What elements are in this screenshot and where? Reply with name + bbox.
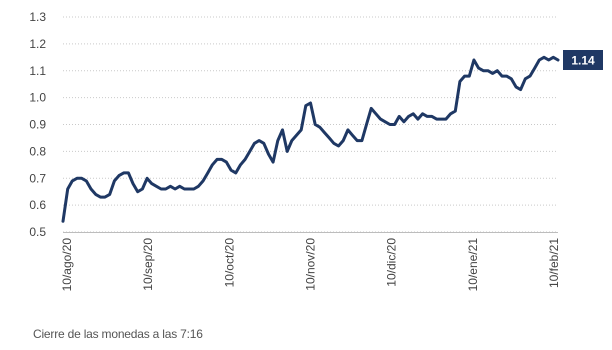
footnote: Cierre de las monedas a las 7:16 xyxy=(33,327,203,341)
y-axis: 0.5 0.6 0.7 0.8 0.9 1.0 1.1 1.2 1.3 xyxy=(29,10,46,239)
x-tick-label: 10/feb/21 xyxy=(547,238,561,288)
x-tick-label: 10/ago/20 xyxy=(60,238,74,292)
y-tick-label: 0.5 xyxy=(29,225,46,239)
y-tick-label: 0.7 xyxy=(29,171,46,185)
series xyxy=(61,55,560,223)
x-tick-label: 10/dic/20 xyxy=(385,238,399,287)
y-tick-label: 1.2 xyxy=(29,37,46,51)
y-tick-label: 1.0 xyxy=(29,91,46,105)
x-tick-label: 10/oct/20 xyxy=(222,238,236,288)
y-tick-label: 0.6 xyxy=(29,198,46,212)
gridlines xyxy=(63,16,558,233)
line-chart: 0.50.60.70.80.91.01.11.21.3 10/ago/20 10/… xyxy=(29,10,603,292)
y-tick-label: 1.1 xyxy=(29,64,46,78)
x-tick-label: 10/ene/21 xyxy=(466,238,480,292)
last-value-badge xyxy=(563,50,603,70)
y-tick-label: 0.8 xyxy=(29,144,46,158)
x-axis: 10/ago/20 10/sep/20 10/oct/20 10/nov/20 10/d… xyxy=(60,238,561,292)
x-tick-label: 10/nov/20 xyxy=(304,238,318,291)
x-tick-label: 10/sep/20 xyxy=(141,238,155,291)
last-value-label: 1.14 xyxy=(571,54,595,68)
y-tick-label: 0.9 xyxy=(29,118,46,132)
series-line xyxy=(61,55,560,223)
y-tick-label: 1.3 xyxy=(29,10,46,24)
last-value-callout: 1.14 xyxy=(563,50,603,70)
